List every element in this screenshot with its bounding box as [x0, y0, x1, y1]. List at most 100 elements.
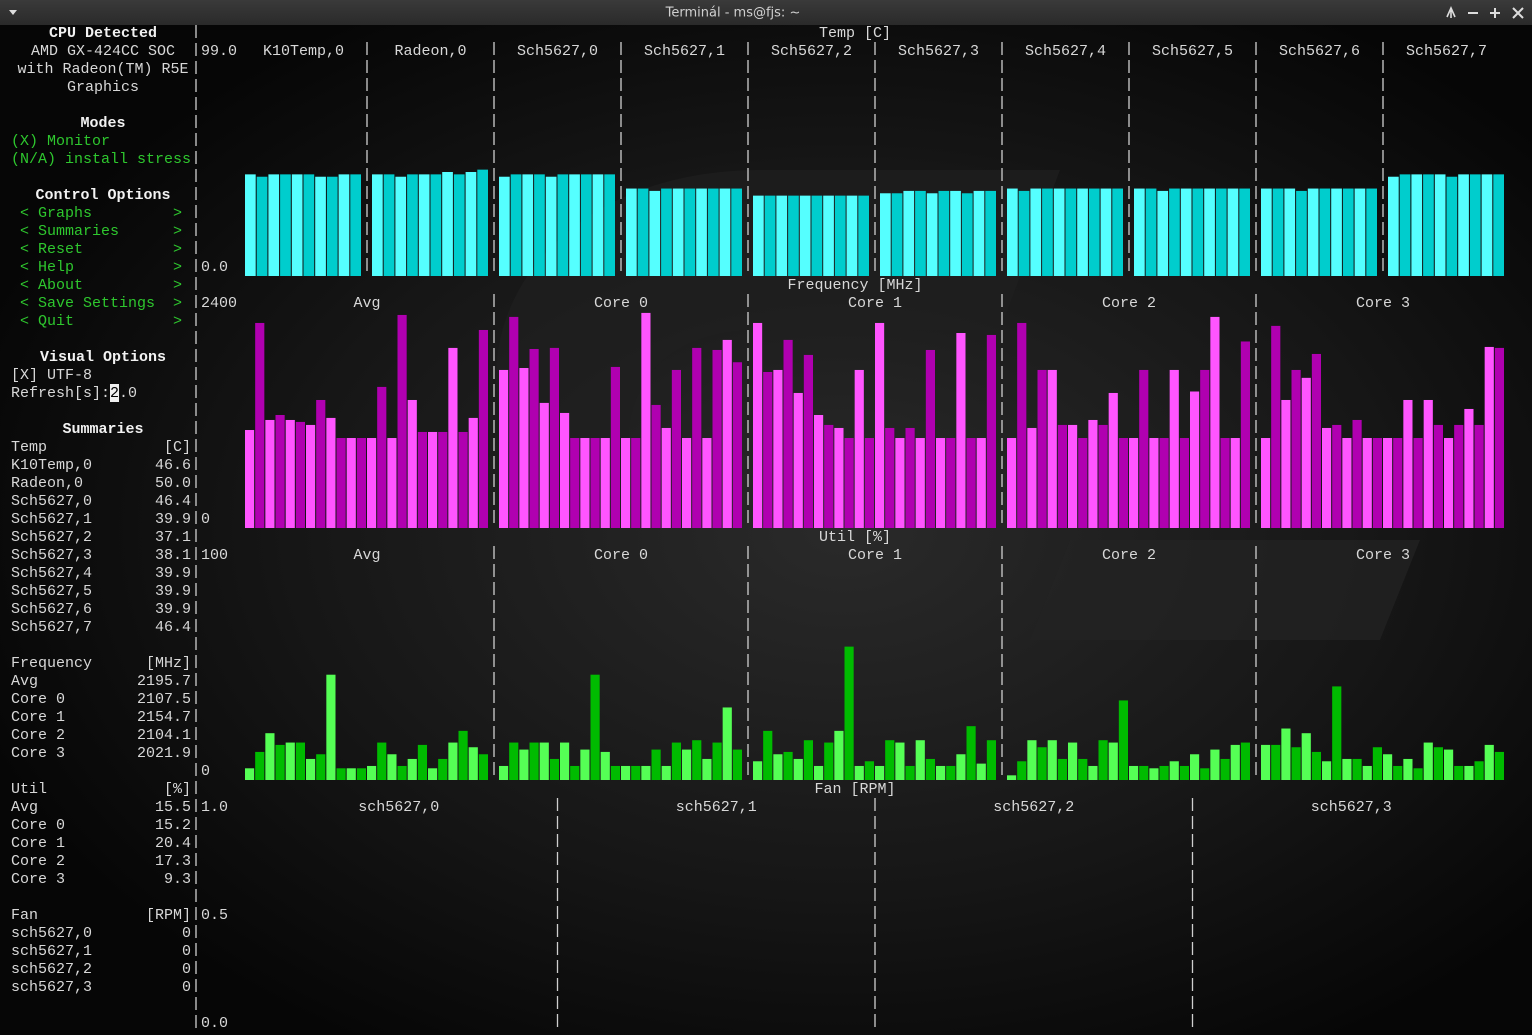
bar: [1413, 438, 1423, 528]
bar: [973, 190, 985, 276]
bar: [458, 431, 468, 528]
summary-group: Frequency: [11, 655, 92, 672]
bar: [280, 174, 291, 276]
bar: [1027, 427, 1037, 528]
summary-unit: [C]: [164, 439, 191, 456]
bar: [1037, 747, 1047, 780]
bar: [346, 438, 356, 528]
bar: [1362, 438, 1372, 528]
bar: [545, 176, 557, 276]
bar: [499, 176, 510, 276]
panel-label: Sch5627,4: [1025, 43, 1106, 60]
panel-label: Core 2: [1102, 547, 1156, 564]
bar: [499, 765, 509, 780]
bar: [925, 349, 935, 528]
bar: [255, 322, 265, 528]
bar: [1322, 427, 1332, 528]
bar: [854, 765, 864, 780]
bar: [428, 431, 438, 528]
bar: [1372, 438, 1382, 528]
bar: [1291, 369, 1301, 528]
control-button[interactable]: Reset: [38, 241, 83, 258]
panel-label: Core 0: [594, 547, 648, 564]
bar: [600, 438, 610, 528]
bar: [824, 424, 834, 528]
bar: [905, 427, 915, 528]
mode-option[interactable]: (N/A) install stress: [11, 151, 191, 168]
bar: [1354, 188, 1366, 276]
summary-unit: [%]: [164, 781, 191, 798]
bar: [1030, 188, 1042, 276]
summary-name: Sch5627,5: [11, 583, 92, 600]
utf8-toggle[interactable]: [X] UTF-8: [11, 367, 92, 384]
refresh-value-rest: .0: [119, 385, 137, 402]
bar: [1053, 188, 1065, 276]
panel-label: sch5627,1: [676, 799, 757, 816]
summary-value: 15.2: [155, 817, 191, 834]
bar: [811, 195, 823, 276]
control-button[interactable]: Quit: [38, 313, 74, 330]
bar: [753, 761, 763, 780]
section-header: Modes: [80, 115, 125, 132]
bar: [1190, 391, 1200, 528]
bar: [776, 195, 788, 276]
bar: [631, 438, 641, 528]
bar: [367, 765, 377, 780]
bar: [702, 438, 712, 528]
bar: [631, 765, 641, 780]
bar: [1088, 765, 1098, 780]
bar: [468, 417, 478, 528]
summary-value: 39.9: [155, 601, 191, 618]
bar: [1215, 188, 1227, 276]
bar: [336, 438, 346, 528]
close-button[interactable]: [1512, 7, 1524, 19]
bar: [265, 733, 275, 780]
control-arrow: <: [20, 205, 29, 222]
window-menu[interactable]: [9, 10, 17, 15]
control-button[interactable]: Graphs: [38, 205, 92, 222]
bar: [1271, 744, 1281, 780]
control-button[interactable]: Summaries: [38, 223, 119, 240]
bar: [671, 742, 681, 780]
control-arrow: <: [20, 223, 29, 240]
graph-title: Temp [C]: [819, 25, 891, 42]
bar: [1220, 758, 1230, 780]
bar: [976, 763, 986, 780]
bar: [1301, 377, 1311, 528]
bar: [356, 438, 366, 528]
refresh-value[interactable]: 2.0: [110, 385, 137, 402]
summary-name: K10Temp,0: [11, 457, 92, 474]
bar: [557, 174, 569, 276]
y-tick-label: 1.0: [201, 799, 228, 816]
bar: [499, 369, 509, 528]
bar: [1481, 174, 1493, 276]
bar: [316, 399, 326, 528]
control-button[interactable]: About: [38, 277, 83, 294]
bar: [430, 174, 442, 276]
maximize-button[interactable]: [1490, 8, 1500, 18]
section-header: Control Options: [35, 187, 170, 204]
bar: [1129, 438, 1139, 528]
panel-label: Core 1: [848, 547, 902, 564]
bar: [1240, 341, 1250, 528]
summary-name: Core 3: [11, 871, 65, 888]
bar: [1068, 424, 1078, 528]
control-button[interactable]: Save Settings: [38, 295, 155, 312]
bar: [875, 765, 885, 780]
bar: [465, 172, 477, 276]
bar: [438, 758, 448, 780]
summary-name: sch5627,0: [11, 925, 92, 942]
wallpaper-logo: [1030, 540, 1420, 640]
panel-label: Core 3: [1356, 295, 1410, 312]
bar: [936, 438, 946, 528]
bar: [651, 749, 661, 780]
keep-above-button[interactable]: [1446, 6, 1456, 18]
panel-label: Avg: [353, 547, 380, 564]
bar: [1145, 188, 1157, 276]
bar: [477, 169, 488, 276]
bar: [1474, 424, 1484, 528]
mode-option[interactable]: (X) Monitor: [11, 133, 110, 150]
bar: [522, 174, 534, 276]
control-button[interactable]: Help: [38, 259, 74, 276]
